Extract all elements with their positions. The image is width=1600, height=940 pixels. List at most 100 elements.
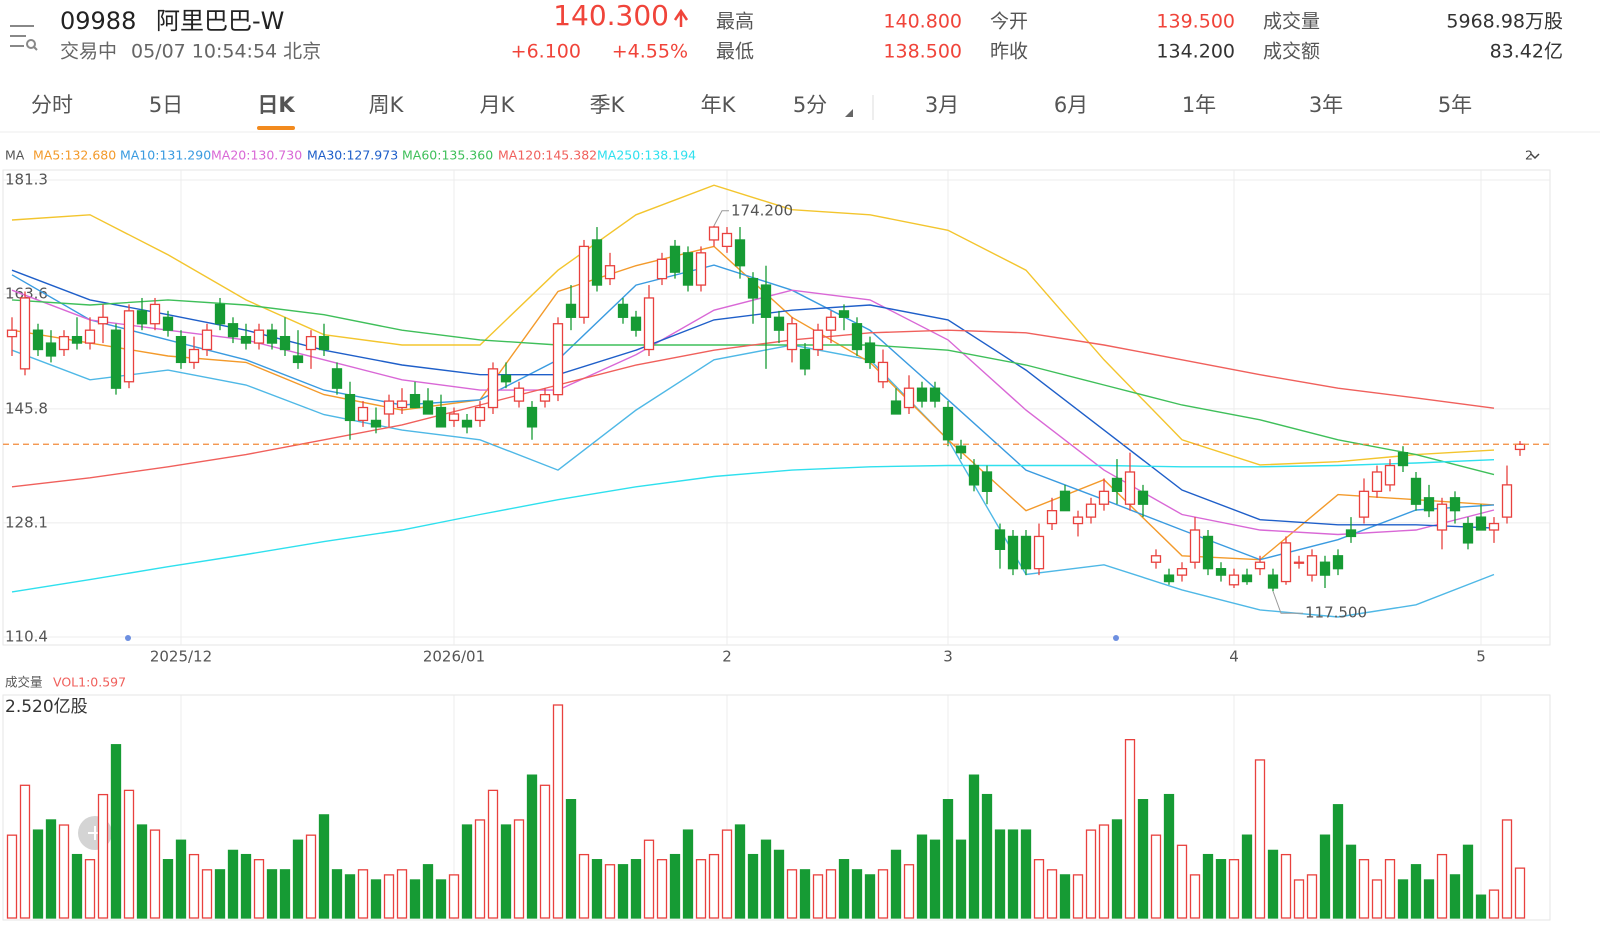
- x-tick-label: 5: [1476, 648, 1486, 666]
- menu-icon[interactable]: [10, 25, 38, 51]
- candle-body: [682, 252, 694, 286]
- y-tick-label: 128.1: [5, 513, 48, 531]
- volume-bar: [123, 789, 135, 919]
- volume-bar: [812, 874, 824, 919]
- candle-body: [253, 329, 265, 344]
- candle-body: [19, 297, 31, 370]
- volume-title: 成交量: [5, 675, 43, 690]
- candle-body: [1423, 497, 1435, 512]
- volume-bar: [526, 774, 538, 919]
- tab[interactable]: 月K: [480, 93, 516, 117]
- tab[interactable]: 5年: [1438, 93, 1472, 117]
- volume-bar: [838, 859, 850, 919]
- candle-body: [1384, 464, 1396, 486]
- legend-entry: MA20:130.730: [211, 148, 302, 163]
- stat-label: 最高: [716, 11, 754, 33]
- y-tick-label: 181.3: [5, 171, 48, 189]
- candle-body: [188, 348, 200, 364]
- candle-body: [396, 400, 408, 409]
- y-tick-label: 145.8: [5, 399, 48, 417]
- candle-body: [487, 368, 499, 409]
- volume-bar: [396, 869, 408, 919]
- candle-body: [1176, 568, 1188, 576]
- tab[interactable]: 分时: [31, 93, 73, 117]
- tab[interactable]: 5分: [793, 93, 827, 117]
- legend-entry: MA5:132.680: [33, 148, 116, 163]
- volume-bar: [1163, 793, 1175, 919]
- candle-body: [591, 239, 603, 286]
- candle-body: [578, 245, 590, 318]
- stat-label: 成交额: [1263, 41, 1320, 63]
- stat-label: 今开: [990, 11, 1028, 33]
- volume-bar: [1241, 834, 1253, 919]
- volume-bar: [1397, 879, 1409, 919]
- tab[interactable]: 周K: [369, 93, 405, 117]
- volume-bar: [1137, 799, 1149, 919]
- candle-body: [630, 316, 642, 331]
- tab[interactable]: 日K: [257, 93, 295, 117]
- volume-bar: [19, 784, 31, 919]
- y-tick-label: 2.520亿股: [5, 697, 88, 717]
- tab[interactable]: 3年: [1309, 93, 1343, 117]
- stat-value: 134.200: [1156, 41, 1235, 63]
- volume-bar: [1033, 859, 1045, 919]
- candle-body: [162, 316, 174, 331]
- candle-body: [851, 323, 863, 351]
- stock-code: 09988: [60, 7, 136, 35]
- volume-bar: [370, 879, 382, 919]
- tab[interactable]: 季K: [590, 93, 626, 117]
- volume-bar: [968, 774, 980, 919]
- period-selector[interactable]: 2: [1525, 148, 1533, 163]
- volume-bar: [383, 874, 395, 919]
- annotation-label: 174.200: [731, 201, 793, 219]
- volume-bar: [734, 824, 746, 919]
- tab[interactable]: 6月: [1054, 93, 1088, 117]
- candle-body: [565, 303, 577, 318]
- candle-body: [1306, 555, 1318, 576]
- volume-bar: [955, 839, 967, 919]
- stat-value: 83.42亿: [1490, 41, 1563, 63]
- volume-bar: [500, 824, 512, 919]
- volume-bar: [786, 869, 798, 919]
- candle-body: [409, 393, 421, 409]
- candle-body: [6, 329, 18, 338]
- candle-body: [552, 323, 564, 396]
- volume-bar: [188, 853, 200, 919]
- candle-body: [214, 303, 226, 325]
- tab[interactable]: 3月: [925, 93, 959, 117]
- x-tick-label: 2: [722, 648, 732, 666]
- ma-line: [11, 459, 1495, 593]
- candle-body: [1137, 490, 1149, 505]
- status: 交易中: [60, 41, 117, 63]
- volume-bar: [318, 814, 330, 919]
- up-arrow: [673, 8, 689, 27]
- tab[interactable]: 5日: [149, 93, 183, 117]
- band-line: [11, 344, 1495, 618]
- candle-body: [97, 316, 109, 325]
- tab[interactable]: 1年: [1182, 93, 1216, 117]
- candle-body: [422, 400, 434, 415]
- volume-bar: [1306, 874, 1318, 919]
- candle-body: [461, 419, 473, 428]
- candle-body: [1436, 503, 1448, 531]
- volume-bar: [942, 799, 954, 919]
- tab[interactable]: 年K: [701, 93, 737, 117]
- candle-body: [1111, 477, 1123, 492]
- candle-body: [1280, 542, 1292, 583]
- volume-bar: [630, 859, 642, 919]
- candle-body: [838, 310, 850, 318]
- candle-body: [71, 335, 83, 344]
- candle-body: [955, 445, 967, 454]
- volume-bar: [1150, 834, 1162, 919]
- volume-bar: [175, 839, 187, 919]
- volume-bar: [1254, 759, 1266, 919]
- volume-bar: [487, 789, 499, 919]
- candle-body: [318, 335, 330, 351]
- candle-body: [1462, 522, 1474, 544]
- annotation-leader: [1272, 591, 1303, 614]
- volume-bar: [1215, 859, 1227, 919]
- candle-body: [448, 413, 460, 422]
- candle-body: [1514, 443, 1526, 451]
- volume-bar: [58, 824, 70, 919]
